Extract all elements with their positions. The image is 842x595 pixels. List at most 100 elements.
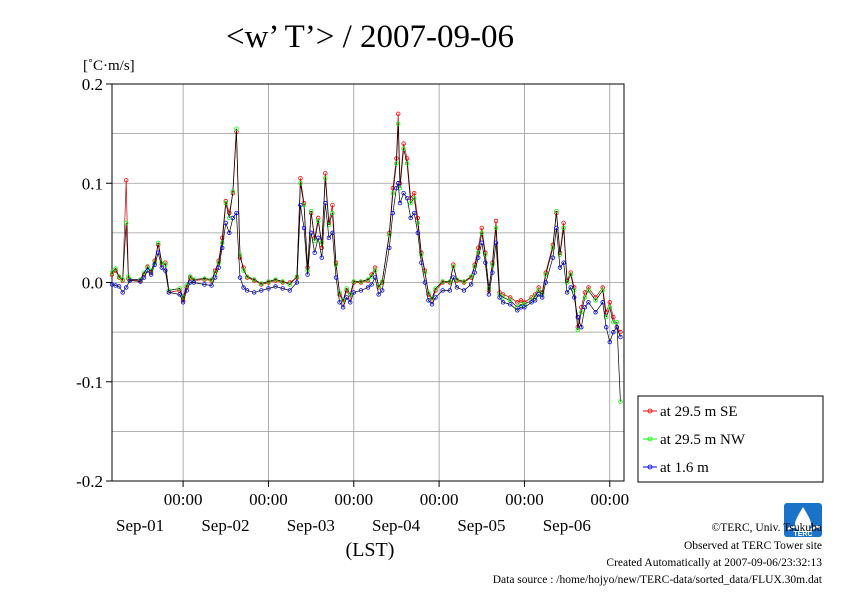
data-point bbox=[582, 290, 588, 295]
logo-drop-icon bbox=[795, 507, 811, 532]
data-point bbox=[230, 188, 236, 194]
data-point bbox=[579, 324, 584, 330]
data-point bbox=[323, 176, 328, 181]
data-point bbox=[259, 288, 264, 293]
data-point bbox=[536, 285, 541, 290]
data-point bbox=[515, 300, 520, 305]
data-point bbox=[159, 260, 164, 265]
data-point bbox=[483, 260, 488, 265]
data-point bbox=[244, 274, 250, 279]
x-tick-date: Sep-04 bbox=[372, 516, 421, 535]
data-point bbox=[298, 202, 303, 208]
data-point bbox=[419, 252, 424, 257]
data-point bbox=[340, 305, 346, 310]
series-line bbox=[111, 123, 621, 402]
data-point bbox=[141, 270, 147, 275]
data-point bbox=[572, 295, 577, 300]
x-tick-date: Sep-03 bbox=[287, 516, 335, 535]
data-point bbox=[429, 302, 435, 307]
data-point bbox=[454, 285, 460, 290]
data-point bbox=[468, 282, 474, 287]
data-point bbox=[472, 270, 477, 275]
data-point bbox=[614, 320, 620, 325]
credit-copyright: ©TERC, Univ. Tsukuba bbox=[712, 522, 822, 534]
data-point bbox=[120, 290, 125, 295]
data-point bbox=[298, 181, 303, 186]
data-point bbox=[330, 210, 335, 216]
data-point bbox=[440, 279, 445, 284]
data-point bbox=[191, 277, 196, 282]
data-point bbox=[223, 220, 228, 226]
data-point bbox=[396, 181, 401, 186]
terc-logo: TERC bbox=[784, 503, 822, 538]
x-tick-time: 00:00 bbox=[420, 490, 459, 509]
data-point bbox=[241, 285, 246, 290]
data-point bbox=[607, 305, 612, 310]
x-tick-time: 00:00 bbox=[505, 490, 544, 509]
data-point bbox=[401, 141, 406, 146]
data-point bbox=[554, 208, 559, 214]
logo-text: TERC bbox=[793, 531, 812, 538]
data-point bbox=[191, 280, 196, 285]
data-point bbox=[188, 274, 193, 279]
data-point bbox=[216, 260, 221, 265]
data-point bbox=[259, 281, 264, 286]
data-point bbox=[479, 230, 484, 236]
data-point bbox=[412, 210, 417, 216]
data-point bbox=[319, 240, 324, 245]
data-point bbox=[351, 290, 356, 295]
data-point bbox=[237, 275, 243, 280]
y-tick-label: -0.1 bbox=[76, 373, 103, 392]
data-point bbox=[180, 300, 186, 305]
data-point bbox=[586, 300, 591, 305]
x-tick-date: Sep-05 bbox=[457, 516, 505, 535]
series-1 bbox=[109, 111, 623, 335]
data-point bbox=[575, 327, 580, 333]
data-point bbox=[618, 399, 623, 404]
data-point bbox=[543, 280, 548, 285]
data-point bbox=[433, 286, 438, 291]
data-point bbox=[337, 300, 342, 305]
data-point bbox=[419, 260, 424, 265]
data-point bbox=[227, 230, 232, 236]
data-point bbox=[593, 298, 598, 303]
data-point bbox=[156, 240, 161, 245]
data-point bbox=[582, 295, 588, 300]
data-point bbox=[486, 286, 492, 291]
legend: at 29.5 m SE at 29.5 m NW at 1.6 m bbox=[637, 395, 824, 483]
data-point bbox=[422, 280, 428, 285]
data-point bbox=[380, 288, 385, 293]
data-point bbox=[109, 270, 115, 275]
series-3 bbox=[109, 181, 623, 345]
data-point bbox=[408, 200, 413, 206]
data-point bbox=[287, 282, 292, 287]
data-point bbox=[557, 252, 563, 257]
series-line bbox=[111, 183, 621, 344]
data-point bbox=[358, 288, 364, 293]
data-point bbox=[138, 279, 143, 284]
x-tick-date: Sep-06 bbox=[543, 516, 591, 535]
data-point bbox=[273, 284, 278, 289]
data-point bbox=[266, 286, 271, 291]
data-point bbox=[611, 329, 616, 335]
data-point bbox=[600, 288, 605, 293]
data-point bbox=[287, 288, 292, 293]
data-point bbox=[230, 215, 236, 221]
data-point bbox=[568, 272, 573, 277]
legend-label: at 1.6 m bbox=[660, 460, 709, 476]
data-point bbox=[412, 195, 417, 201]
legend-label: at 29.5 m NW bbox=[660, 432, 746, 448]
data-point bbox=[365, 277, 371, 282]
data-point bbox=[252, 290, 257, 295]
data-point bbox=[209, 283, 214, 288]
data-point bbox=[568, 285, 573, 290]
data-point bbox=[579, 310, 584, 315]
data-point bbox=[493, 240, 499, 245]
data-point bbox=[280, 279, 285, 284]
series-2 bbox=[109, 121, 623, 404]
data-point bbox=[618, 334, 623, 340]
data-point bbox=[116, 284, 122, 289]
data-point bbox=[223, 198, 228, 204]
data-point bbox=[468, 274, 474, 279]
data-point bbox=[479, 225, 484, 231]
